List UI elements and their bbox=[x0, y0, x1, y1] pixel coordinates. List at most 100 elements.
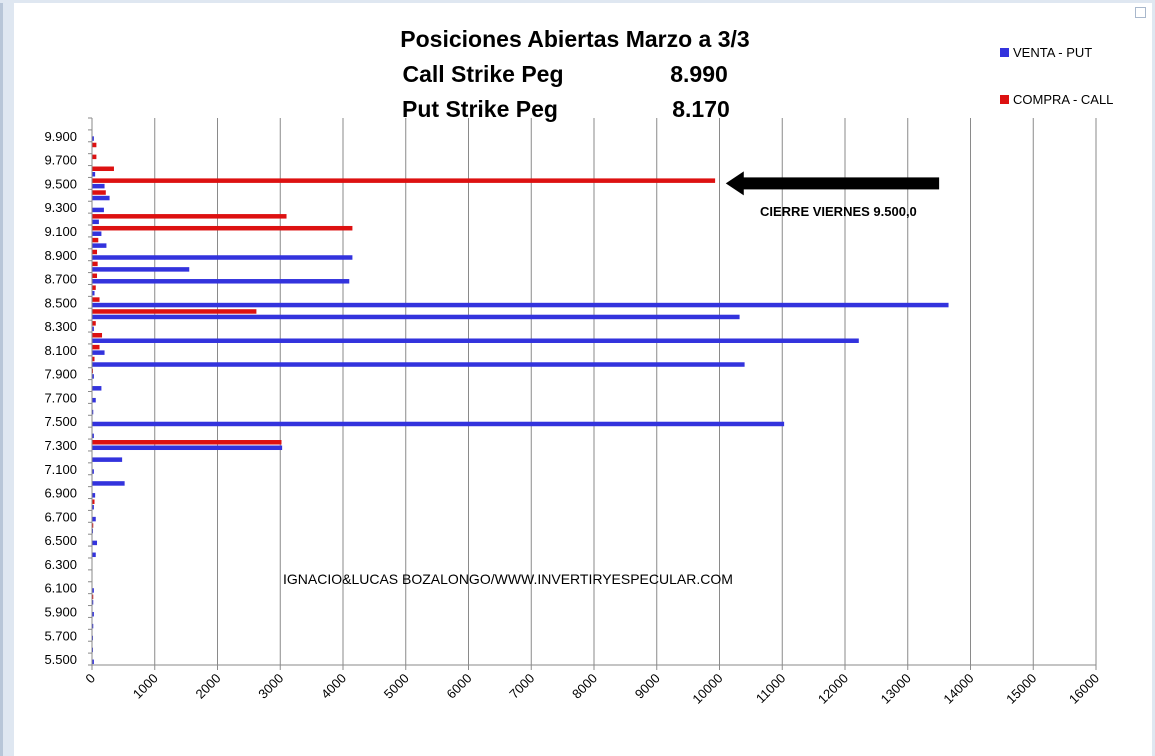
grid-lines bbox=[154, 118, 1097, 665]
put-strike-value: 8.170 bbox=[672, 96, 730, 122]
x-tick-label-13000: 13000 bbox=[878, 671, 914, 707]
closing-price-arrow bbox=[725, 171, 940, 196]
y-tick-label-8100: 8.100 bbox=[44, 343, 77, 358]
put-bar-9200 bbox=[92, 219, 99, 225]
x-tick-label-8000: 8000 bbox=[569, 671, 600, 702]
put-bar-5500 bbox=[92, 659, 94, 665]
put-bar-9500 bbox=[92, 183, 105, 189]
closing-price-annotation: CIERRE VIERNES 9.500,0 bbox=[760, 204, 917, 219]
call-bar-8400 bbox=[92, 309, 257, 314]
x-tick-label-5000: 5000 bbox=[381, 671, 412, 702]
put-bar-8800 bbox=[92, 267, 190, 272]
put-bar-7100 bbox=[92, 469, 94, 474]
put-bar-7200 bbox=[92, 457, 123, 462]
window-corner-handle bbox=[1135, 7, 1146, 18]
x-tick-label-11000: 11000 bbox=[753, 671, 788, 706]
y-tick-label-9300: 9.300 bbox=[44, 200, 77, 215]
y-tick-label-6900: 6.900 bbox=[44, 486, 77, 501]
put-bar-7300 bbox=[92, 445, 283, 451]
call-bar-9200 bbox=[92, 214, 287, 219]
x-tick-label-7000: 7000 bbox=[506, 671, 537, 702]
x-tick-label-4000: 4000 bbox=[318, 671, 349, 702]
axes bbox=[88, 117, 1097, 670]
y-axis-tick-labels: 5.500 5.700 5.900 6.100 6.300 6.500 6.700 6.900… bbox=[44, 129, 77, 667]
bars bbox=[92, 136, 949, 665]
chart-title: Posiciones Abiertas Marzo a 3/3 bbox=[400, 26, 749, 52]
put-bar-5800 bbox=[92, 623, 94, 629]
put-bar-8300 bbox=[92, 326, 94, 332]
put-bar-9300 bbox=[92, 207, 104, 213]
call-bar-7300 bbox=[92, 440, 282, 445]
put-bar-8200 bbox=[92, 338, 859, 343]
x-tick-label-14000: 14000 bbox=[940, 671, 976, 707]
put-bar-7700 bbox=[92, 397, 96, 403]
call-bar-9800 bbox=[92, 142, 97, 148]
call-bar-9100 bbox=[92, 225, 353, 231]
call-bar-9600 bbox=[92, 166, 114, 172]
x-tick-label-12000: 12000 bbox=[815, 671, 851, 707]
y-tick-label-6300: 6.300 bbox=[44, 557, 77, 572]
arrow-shaft bbox=[741, 177, 940, 190]
call-bar-6000 bbox=[92, 594, 94, 600]
put-bar-6700 bbox=[92, 516, 96, 522]
put-bar-9400 bbox=[92, 195, 110, 201]
put-bar-9100 bbox=[92, 231, 102, 236]
put-bar-7500 bbox=[92, 421, 785, 427]
y-tick-label-5900: 5.900 bbox=[44, 604, 77, 619]
y-tick-label-6100: 6.100 bbox=[44, 581, 77, 596]
call-bar-8200 bbox=[92, 332, 103, 338]
put-bar-7800 bbox=[92, 386, 102, 391]
put-bar-8700 bbox=[92, 279, 350, 284]
put-bar-8000 bbox=[92, 362, 745, 367]
put-bar-5900 bbox=[92, 611, 94, 617]
call-bar-8800 bbox=[92, 261, 98, 267]
put-bar-7900 bbox=[92, 374, 94, 379]
put-bar-6500 bbox=[92, 540, 98, 546]
y-tick-label-5700: 5.700 bbox=[44, 628, 77, 643]
call-bar-9500 bbox=[92, 178, 716, 183]
put-bar-9000 bbox=[92, 243, 107, 248]
put-bar-9600 bbox=[92, 172, 96, 177]
y-tick-label-8900: 8.900 bbox=[44, 248, 77, 263]
y-tick-label-9900: 9.900 bbox=[44, 129, 77, 144]
put-bar-6100 bbox=[92, 588, 94, 593]
y-tick-label-9500: 9.500 bbox=[44, 176, 77, 191]
call-bar-6600 bbox=[92, 523, 94, 528]
call-bar-8600 bbox=[92, 285, 96, 290]
y-tick-label-6500: 6.500 bbox=[44, 533, 77, 548]
y-tick-label-7700: 7.700 bbox=[44, 390, 77, 405]
y-tick-label-8500: 8.500 bbox=[44, 295, 77, 310]
legend: VENTA - PUT COMPRA - CALL bbox=[1000, 45, 1113, 107]
x-axis-tick-labels: 0 1000 2000 3000 4000 5000 6000 7000 8000 9000 100… bbox=[82, 671, 1102, 707]
put-bar-8900 bbox=[92, 255, 353, 260]
put-bar-8500 bbox=[92, 302, 949, 308]
x-tick-label-6000: 6000 bbox=[444, 671, 475, 702]
put-bar-8400 bbox=[92, 314, 740, 320]
y-tick-label-7500: 7.500 bbox=[44, 414, 77, 429]
put-bar-6900 bbox=[92, 493, 96, 498]
call-strike-label: Call Strike Peg bbox=[402, 61, 563, 87]
y-tick-label-9100: 9.100 bbox=[44, 224, 77, 239]
put-bar-7400 bbox=[92, 433, 94, 439]
put-bar-8100 bbox=[92, 350, 105, 355]
put-bar-8600 bbox=[92, 290, 95, 296]
x-tick-label-3000: 3000 bbox=[255, 671, 286, 702]
legend-label-call: COMPRA - CALL bbox=[1013, 92, 1113, 107]
call-bar-6800 bbox=[92, 499, 95, 504]
put-bar-6800 bbox=[92, 504, 94, 510]
call-strike-value: 8.990 bbox=[670, 61, 728, 87]
put-bar-7600 bbox=[92, 409, 94, 415]
y-tick-label-8300: 8.300 bbox=[44, 319, 77, 334]
arrow-head bbox=[725, 171, 744, 196]
call-bar-8100 bbox=[92, 344, 100, 350]
y-tick-label-7300: 7.300 bbox=[44, 438, 77, 453]
x-tick-label-0: 0 bbox=[82, 671, 98, 687]
call-bar-8300 bbox=[92, 321, 96, 326]
put-bar-6000 bbox=[92, 600, 94, 605]
y-tick-label-7900: 7.900 bbox=[44, 367, 77, 382]
legend-label-put: VENTA - PUT bbox=[1013, 45, 1092, 60]
legend-swatch-call bbox=[1000, 95, 1009, 104]
call-bar-8000 bbox=[92, 356, 95, 362]
